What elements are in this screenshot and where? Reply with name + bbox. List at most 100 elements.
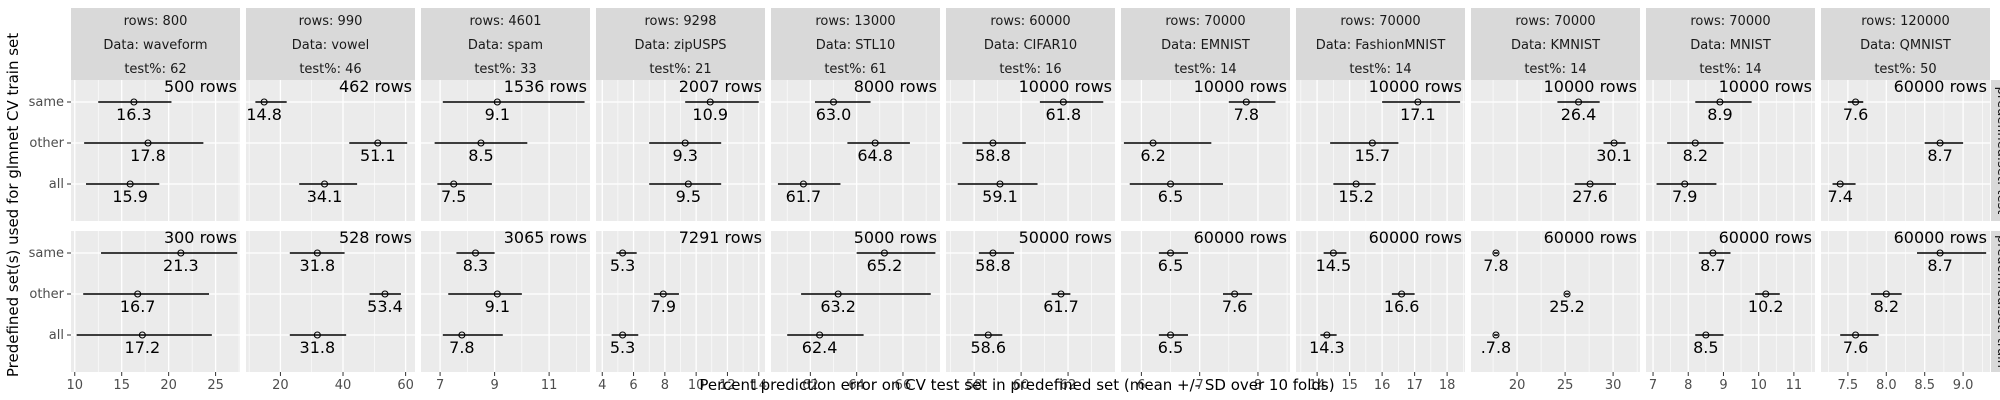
rows-count-label: 462 rows xyxy=(339,77,412,96)
x-tick-label: 8 xyxy=(661,378,669,393)
rows-count-label: 3065 rows xyxy=(504,228,587,247)
x-tick-label: 8 xyxy=(1254,378,1262,393)
value-label: 6.5 xyxy=(1158,187,1183,206)
value-label: 8.2 xyxy=(1874,297,1899,316)
x-tick-label: 7 xyxy=(436,378,444,393)
rows-count-label: 50000 rows xyxy=(1019,228,1112,247)
facet-strip xyxy=(421,8,590,80)
mean-point xyxy=(1936,139,1944,147)
mean-point xyxy=(1166,180,1175,188)
facet-panel: 60000 rows 7.6 8.7 7.4 xyxy=(1821,77,1990,221)
rows-count-label: 10000 rows xyxy=(1019,77,1112,96)
mean-point xyxy=(374,139,382,147)
value-label: 16.7 xyxy=(120,297,156,316)
panel-background xyxy=(1471,80,1640,221)
facet-panel: 60000 rows 14.5 16.6 14.3 xyxy=(1296,228,1465,372)
mean-point xyxy=(996,180,1004,188)
facet-panel: 60000 rows 7.8 25.2 .7.8 xyxy=(1471,228,1640,372)
facet-panel: 1536 rows 9.1 8.5 7.5 xyxy=(421,77,590,221)
panel-background xyxy=(246,80,415,221)
mean-point xyxy=(134,290,142,298)
rows-count-label: 2007 rows xyxy=(679,77,762,96)
value-label: 5.3 xyxy=(610,256,635,275)
value-label: 9.1 xyxy=(485,105,510,124)
panel-background xyxy=(1121,80,1290,221)
value-label: 58.8 xyxy=(975,256,1011,275)
mean-point xyxy=(619,249,627,257)
facet-strip-label: rows: 800 xyxy=(124,14,188,29)
facet-strip-label: test%: 16 xyxy=(999,62,1061,77)
rows-count-label: 5000 rows xyxy=(854,228,937,247)
mean-point xyxy=(126,180,134,188)
facet-strip-label: test%: 14 xyxy=(1349,62,1411,77)
facet-panel: 10000 rows 61.8 58.8 59.1 xyxy=(946,77,1115,221)
facet-strip-label: rows: 120000 xyxy=(1861,14,1950,29)
mean-point xyxy=(381,290,389,298)
x-tick-label: 6 xyxy=(629,378,637,393)
facet-panel: 3065 rows 8.3 9.1 7.8 xyxy=(421,228,590,372)
value-label: 7.5 xyxy=(441,187,466,206)
facet-panel: 7291 rows 5.3 7.9 5.3 xyxy=(596,228,765,372)
facet-panel: 10000 rows 26.4 30.1 27.6 xyxy=(1471,77,1640,221)
x-tick-label: 25 xyxy=(207,378,224,393)
value-label: 8.2 xyxy=(1683,146,1708,165)
value-label: 15.2 xyxy=(1338,187,1374,206)
x-tick-label: 15 xyxy=(113,378,130,393)
facet-strip-label: test%: 14 xyxy=(1699,62,1761,77)
mean-point xyxy=(684,180,692,188)
facet-panel: 462 rows 14.8 51.1 34.1 xyxy=(246,77,415,221)
x-tick-label: 60 xyxy=(1013,378,1030,393)
mean-point xyxy=(138,331,146,339)
panel-background xyxy=(1646,231,1815,372)
rows-count-label: 60000 rows xyxy=(1894,77,1987,96)
x-tick-label: 12 xyxy=(719,378,736,393)
mean-point xyxy=(1149,139,1157,147)
mean-point xyxy=(706,98,714,106)
x-tick-label: 20 xyxy=(1509,378,1526,393)
facet-strip-label: rows: 13000 xyxy=(815,14,895,29)
facet-strip-label: Data: zipUSPS xyxy=(634,38,726,53)
facet-strip xyxy=(596,8,765,80)
x-tick-label: 7.5 xyxy=(1838,378,1859,393)
facet-strip xyxy=(71,8,240,80)
facet-column: rows: 70000 Data: FashionMNIST test%: 1410… xyxy=(1296,8,1465,393)
value-label: 58.8 xyxy=(975,146,1011,165)
row-strip xyxy=(1991,231,2000,372)
value-label: 15.7 xyxy=(1355,146,1391,165)
facet-panel: 60000 rows 8.7 8.2 7.6 xyxy=(1821,228,1990,372)
mean-point xyxy=(1681,180,1689,188)
facet-strip-label: rows: 70000 xyxy=(1165,14,1245,29)
facet-panel: 300 rows 21.3 16.7 17.2 xyxy=(71,228,240,372)
facet-strip-label: test%: 61 xyxy=(824,62,886,77)
x-tick-label: 4 xyxy=(598,378,606,393)
x-tick-label: 66 xyxy=(895,378,912,393)
facet-strip-label: rows: 9298 xyxy=(644,14,716,29)
facet-panel: 5000 rows 65.2 63.2 62.4 xyxy=(771,228,940,372)
row-strip-label: predefined.set: test xyxy=(1994,87,2000,215)
rows-count-label: 60000 rows xyxy=(1194,228,1287,247)
value-label: 15.9 xyxy=(112,187,148,206)
x-tick-label: 9.0 xyxy=(1953,378,1974,393)
rows-count-label: 10000 rows xyxy=(1544,77,1637,96)
panel-background xyxy=(71,231,240,372)
value-label: 58.6 xyxy=(970,338,1006,357)
rows-count-label: 60000 rows xyxy=(1894,228,1987,247)
x-tick-label: 8 xyxy=(1684,378,1692,393)
value-label: 7.6 xyxy=(1843,338,1868,357)
facet-strip-label: test%: 21 xyxy=(649,62,711,77)
facet-strip-label: test%: 14 xyxy=(1524,62,1586,77)
x-tick-label: 16 xyxy=(1374,378,1391,393)
value-label: 10.2 xyxy=(1748,297,1784,316)
value-label: 31.8 xyxy=(300,338,336,357)
mean-point xyxy=(493,98,501,106)
facet-strip-label: Data: KMNIST xyxy=(1511,38,1600,53)
mean-point xyxy=(1329,249,1337,257)
value-label: 26.4 xyxy=(1561,105,1597,124)
value-label: 51.1 xyxy=(360,146,396,165)
value-label: 53.4 xyxy=(367,297,403,316)
x-tick-label: 10 xyxy=(66,378,83,393)
mean-point xyxy=(130,98,138,106)
row-strip xyxy=(1991,80,2000,221)
